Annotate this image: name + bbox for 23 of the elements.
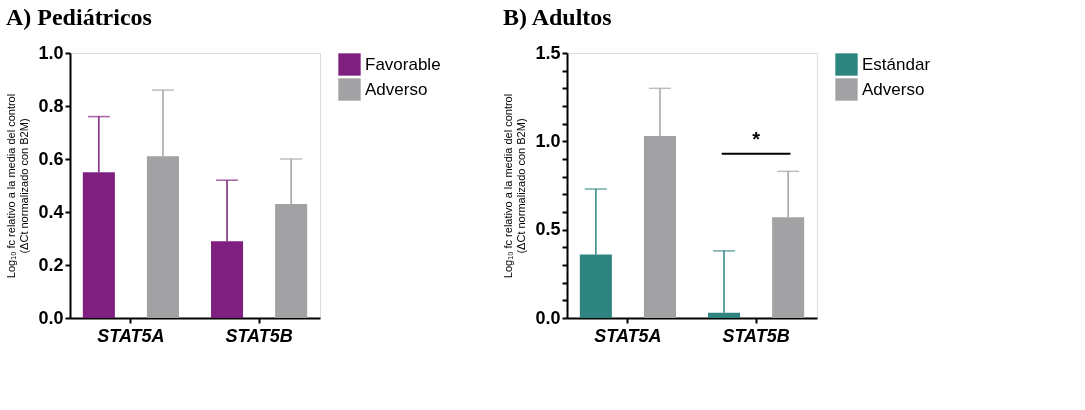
annotation: * xyxy=(752,127,761,150)
y-tick-label: 0.6 xyxy=(38,148,64,169)
y-tick-label: 0.4 xyxy=(38,201,64,222)
y-tick-label: 0.8 xyxy=(38,95,64,116)
y-tick-label: 0.0 xyxy=(535,307,561,328)
chart-title: A) Pediátricos xyxy=(5,4,152,30)
legend-label: Estándar xyxy=(862,54,931,74)
y-axis-title: Log₁₀ fc relativo a la media del control (ΔCt normalizado con B2M) xyxy=(5,93,31,279)
legend-label: Favorable xyxy=(365,54,441,74)
y-tick-label: 0.5 xyxy=(535,219,561,240)
y-tick-label: 1.5 xyxy=(535,42,561,63)
y-axis-title: Log₁₀ fc relativo a la media del control (ΔCt normalizado con B2M) xyxy=(502,93,528,279)
legend-label: Adverso xyxy=(862,79,925,99)
x-tick-label: STAT5B xyxy=(225,325,293,346)
x-tick-label: STAT5A xyxy=(97,325,165,346)
y-tick-label: 1.0 xyxy=(535,130,561,151)
y-tick-label: 1.0 xyxy=(38,42,64,63)
y-tick-label: 0.0 xyxy=(38,307,64,328)
chart-title: B) Adultos xyxy=(502,4,612,30)
x-tick-label: STAT5A xyxy=(594,325,662,346)
x-tick-label: STAT5B xyxy=(722,325,790,346)
legend-label: Adverso xyxy=(365,79,428,99)
y-tick-label: 0.2 xyxy=(38,254,64,275)
